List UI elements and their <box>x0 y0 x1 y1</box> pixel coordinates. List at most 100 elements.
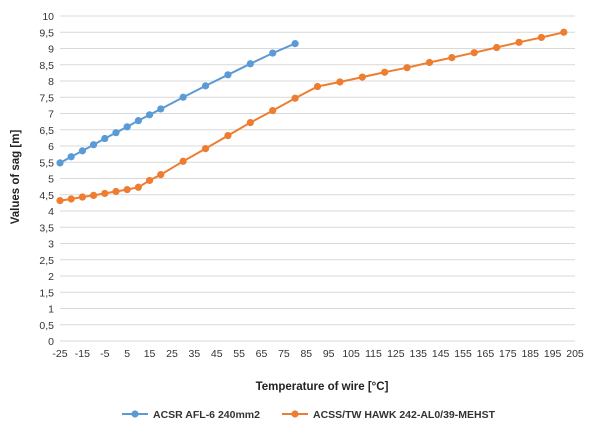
x-tick-label: 185 <box>521 348 539 360</box>
y-tick-label: 2,5 <box>39 255 54 267</box>
data-point <box>470 49 478 57</box>
y-tick-label: 6 <box>48 141 54 153</box>
x-tick-label: 175 <box>499 348 517 360</box>
y-tick-label: 5 <box>48 174 54 186</box>
x-axis-ticks: -25 -15 -5 5 15 25 35 45 55 65 75 85 95 105 115 125 135 1… <box>52 348 584 360</box>
x-tick-label: -15 <box>75 348 90 360</box>
legend: ACSR AFL-6 240mm2 ACSS/TW HAWK 242-AL0/39… <box>122 409 496 421</box>
data-point <box>403 64 411 72</box>
x-tick-label: 75 <box>278 348 290 360</box>
data-point <box>145 176 154 185</box>
data-point <box>179 93 187 101</box>
data-point <box>381 68 389 76</box>
data-point <box>179 157 187 165</box>
data-point <box>112 129 120 137</box>
x-tick-label: 35 <box>189 348 201 360</box>
data-point <box>201 82 210 90</box>
x-tick-label: 95 <box>323 348 335 360</box>
data-point <box>448 54 456 62</box>
data-point <box>515 38 523 46</box>
y-tick-label: 0 <box>48 336 54 348</box>
data-point <box>336 78 344 86</box>
data-point <box>56 159 64 167</box>
series-line <box>59 42 296 164</box>
data-point <box>78 193 86 201</box>
data-point <box>123 185 131 194</box>
y-tick-label: 10 <box>42 11 54 23</box>
x-tick-label: 55 <box>233 348 245 360</box>
data-point <box>145 111 154 119</box>
data-point <box>493 43 501 52</box>
data-point <box>134 183 142 191</box>
y-tick-label: 1,5 <box>39 287 54 299</box>
data-point <box>560 28 568 36</box>
x-tick-label: -25 <box>52 348 67 360</box>
y-tick-label: 7 <box>48 109 54 121</box>
y-tick-label: 0,5 <box>39 320 54 332</box>
x-tick-label: 105 <box>342 348 360 360</box>
y-axis-title: Values of sag [m] <box>10 130 22 225</box>
data-point <box>201 145 210 153</box>
data-point <box>56 197 64 205</box>
legend-label: ACSR AFL-6 240mm2 <box>153 409 260 421</box>
data-point <box>224 132 232 140</box>
y-tick-label: 5,5 <box>39 157 54 169</box>
x-tick-label: 165 <box>477 348 495 360</box>
data-point <box>269 49 277 57</box>
data-point <box>313 82 322 91</box>
data-point <box>425 58 434 67</box>
data-point <box>157 171 165 179</box>
x-tick-label: 115 <box>365 348 382 360</box>
legend-marker <box>131 410 139 418</box>
data-point <box>157 105 165 113</box>
data-point <box>112 187 120 196</box>
gridlines <box>60 15 575 342</box>
data-point <box>246 119 254 127</box>
x-tick-label: 135 <box>409 348 427 360</box>
data-point <box>78 147 86 155</box>
x-tick-label: 145 <box>432 348 450 360</box>
series-layer <box>56 28 568 205</box>
y-tick-label: 7,5 <box>39 92 54 104</box>
y-tick-label: 8 <box>48 76 54 88</box>
x-tick-label: 5 <box>124 348 130 360</box>
y-tick-label: 2 <box>48 271 54 283</box>
data-point <box>123 123 131 131</box>
data-point <box>134 117 142 125</box>
y-tick-label: 1 <box>48 304 54 316</box>
data-point <box>89 141 98 149</box>
y-tick-label: 9,5 <box>39 27 54 39</box>
data-point <box>67 195 75 203</box>
legend-item: ACSS/TW HAWK 242-AL0/39-MEHST <box>282 409 496 421</box>
data-point <box>291 94 299 102</box>
x-axis-title: Temperature of wire [°C] <box>256 381 389 393</box>
data-point <box>89 191 98 199</box>
data-point <box>101 189 109 198</box>
data-point <box>67 153 75 161</box>
data-point <box>358 73 366 81</box>
series-line <box>59 31 565 202</box>
x-tick-label: 155 <box>454 348 472 360</box>
data-point <box>291 40 299 48</box>
legend-label: ACSS/TW HAWK 242-AL0/39-MEHST <box>313 409 496 421</box>
y-tick-label: 3,5 <box>39 222 54 234</box>
x-tick-label: 45 <box>211 348 223 360</box>
series-2 <box>56 28 568 205</box>
x-tick-label: 25 <box>166 348 178 360</box>
data-point <box>224 71 232 79</box>
y-tick-label: 3 <box>48 239 54 251</box>
data-point <box>269 106 277 115</box>
x-tick-label: 125 <box>387 348 405 360</box>
x-tick-label: -5 <box>100 348 109 360</box>
x-tick-label: 195 <box>544 348 562 360</box>
x-tick-label: 85 <box>300 348 312 360</box>
y-tick-label: 9 <box>48 44 54 56</box>
legend-marker <box>291 410 299 418</box>
data-point <box>537 33 546 42</box>
y-tick-label: 8,5 <box>39 60 54 72</box>
y-tick-label: 6,5 <box>39 125 54 137</box>
x-tick-label: 205 <box>566 348 584 360</box>
legend-item: ACSR AFL-6 240mm2 <box>122 409 260 421</box>
x-tick-label: 15 <box>144 348 156 360</box>
